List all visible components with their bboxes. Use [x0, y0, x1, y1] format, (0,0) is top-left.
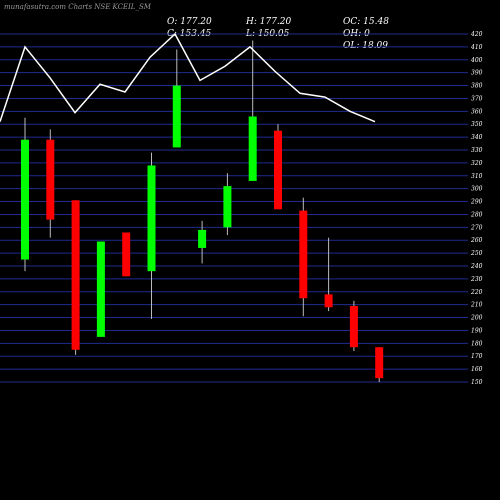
candle-body	[349, 305, 358, 348]
y-tick-label: 250	[470, 250, 483, 257]
candle	[198, 220, 207, 264]
candle-body	[248, 116, 257, 181]
y-tick-label: 240	[470, 263, 483, 270]
y-tick-label: 290	[470, 199, 483, 206]
candle-body	[172, 85, 181, 148]
y-tick-label: 160	[471, 366, 483, 373]
y-tick-label: 220	[470, 289, 483, 296]
candle-body	[299, 210, 308, 299]
y-axis-ticks: 150 160 170 180 190 200 210 220 230 240 250 260 270 2…	[470, 31, 483, 386]
chart-title: Charts NSE KCEIL_SM	[68, 3, 151, 11]
y-tick-label: 170	[471, 353, 483, 360]
y-tick-label: 410	[470, 44, 483, 51]
candle	[96, 241, 105, 337]
candles	[21, 40, 384, 382]
y-tick-label: 300	[471, 186, 483, 193]
candle	[375, 347, 384, 382]
candle	[299, 197, 308, 317]
open-value: O: 177.20	[167, 17, 212, 27]
y-tick-label: 260	[470, 237, 483, 244]
y-tick-label: 330	[471, 147, 483, 154]
y-tick-label: 270	[470, 224, 483, 231]
y-tick-label: 310	[471, 173, 483, 180]
y-tick-label: 320	[471, 160, 483, 167]
candle	[71, 200, 80, 355]
candle	[21, 117, 29, 272]
candle	[274, 124, 282, 210]
candle-body	[274, 130, 282, 210]
overlay-line	[0, 32, 376, 123]
y-tick-label: 400	[470, 57, 483, 64]
candle	[248, 40, 257, 181]
candle-body	[21, 139, 29, 260]
y-tick-label: 380	[471, 83, 483, 90]
candle-body	[324, 294, 333, 308]
ol-value: OL: 18.09	[343, 41, 389, 51]
candle	[172, 49, 181, 148]
high-value: H: 177.20	[246, 17, 292, 27]
candle-body	[122, 232, 131, 277]
candle	[46, 129, 55, 238]
y-tick-label: 280	[470, 211, 483, 218]
brand-name: munafasutra.com	[4, 3, 67, 11]
y-tick-label: 370	[471, 95, 483, 102]
candle-body	[46, 139, 55, 220]
y-tick-label: 180	[471, 340, 483, 347]
y-tick-label: 350	[471, 121, 483, 128]
y-tick-label: 150	[471, 379, 483, 386]
candle-body	[375, 347, 384, 379]
y-tick-label: 210	[470, 302, 483, 309]
grid-lines	[0, 33, 468, 383]
candle	[147, 152, 156, 319]
candle	[349, 300, 358, 352]
y-tick-label: 390	[471, 70, 483, 77]
candle-body	[147, 165, 156, 272]
candle	[324, 237, 333, 312]
oc-value: OC: 15.48	[343, 17, 389, 27]
y-tick-label: 190	[471, 327, 483, 334]
y-tick-label: 230	[470, 276, 483, 283]
candle-body	[71, 200, 80, 350]
moving-average-line	[0, 32, 376, 123]
candle-body	[96, 241, 105, 337]
brand-title: munafasutra.com Charts NSE KCEIL_SM	[4, 3, 151, 11]
y-tick-label: 200	[470, 315, 483, 322]
candle-body	[223, 186, 232, 228]
y-tick-label: 420	[470, 31, 483, 38]
candle	[122, 232, 131, 277]
candle-body	[198, 229, 207, 248]
candle	[223, 173, 232, 236]
y-tick-label: 340	[471, 134, 483, 141]
y-tick-label: 360	[471, 108, 483, 115]
